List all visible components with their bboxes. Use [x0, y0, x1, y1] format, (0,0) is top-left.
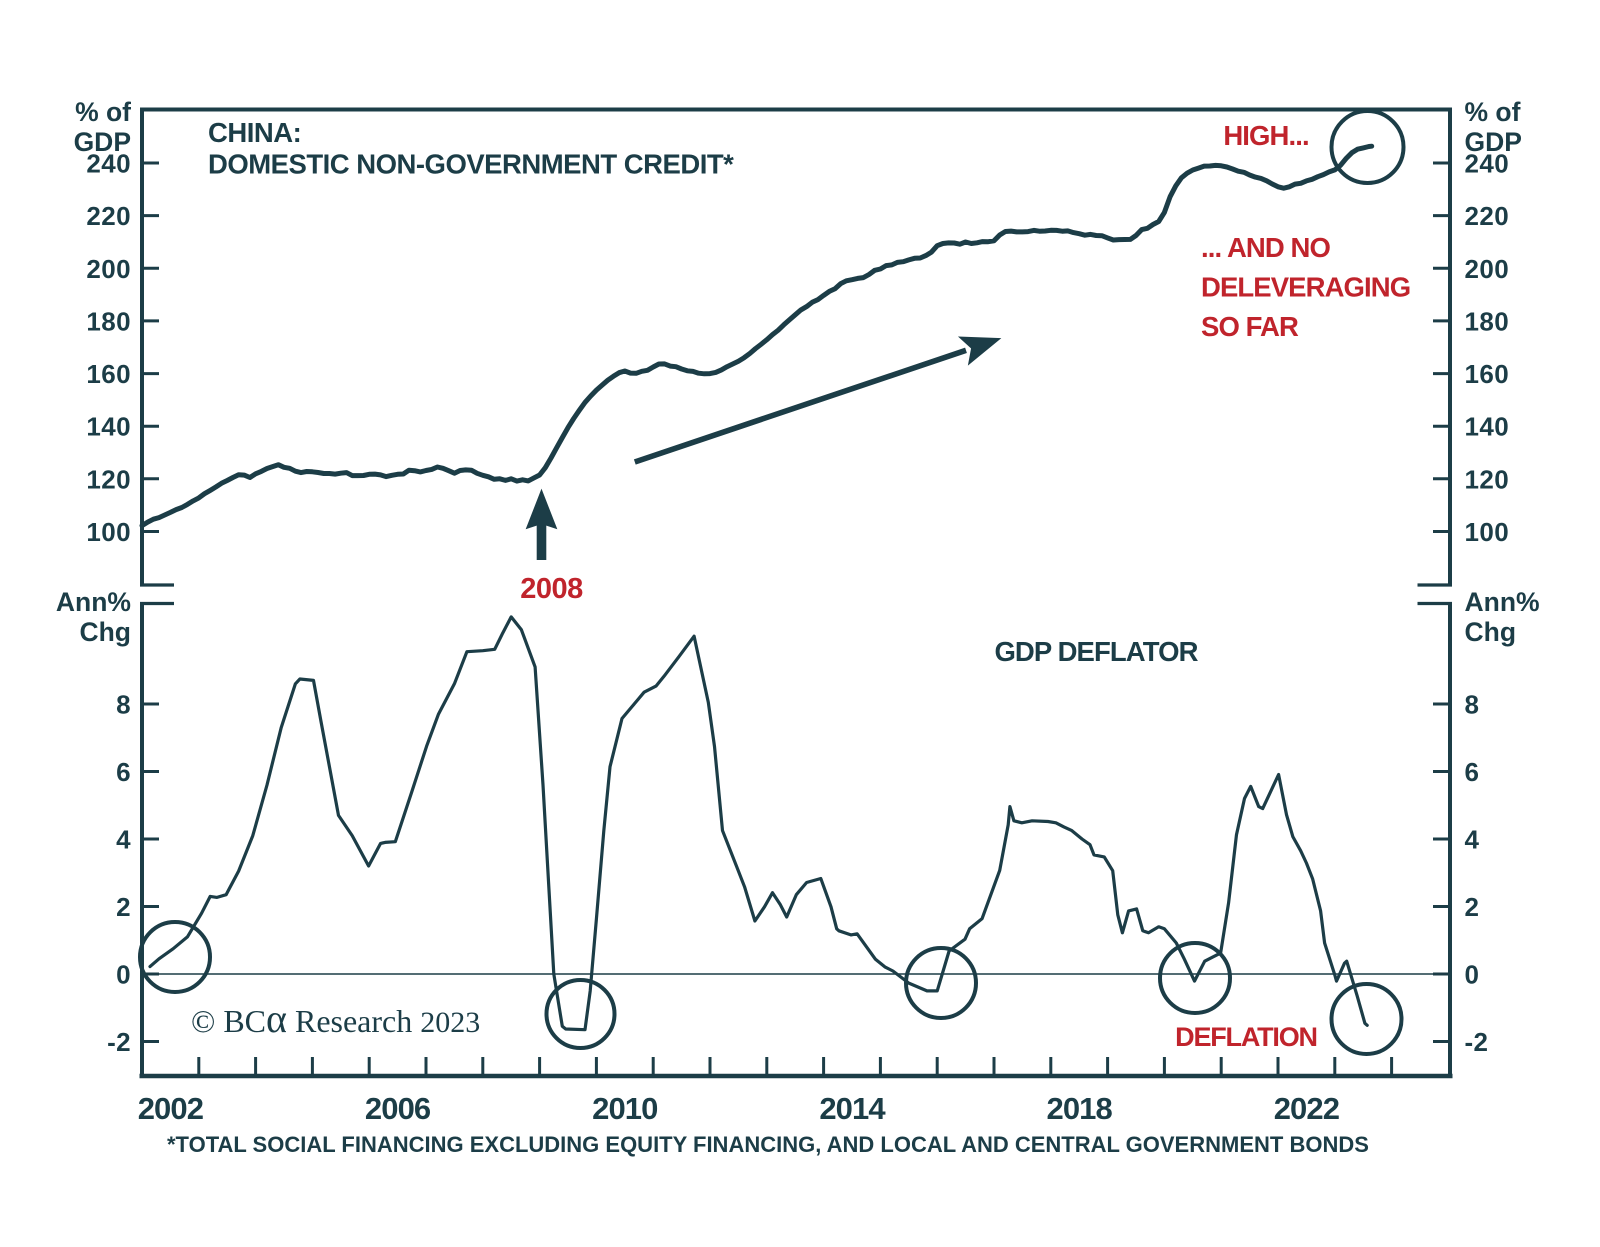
svg-text:% of: % of [1465, 97, 1521, 127]
svg-text:DELEVERAGING: DELEVERAGING [1201, 272, 1410, 303]
svg-text:180: 180 [1465, 306, 1510, 336]
svg-text:*TOTAL SOCIAL FINANCING EXCLUD: *TOTAL SOCIAL FINANCING EXCLUDING EQUITY… [167, 1132, 1369, 1157]
svg-text:8: 8 [116, 690, 131, 720]
svg-text:220: 220 [86, 201, 131, 231]
svg-text:2014: 2014 [819, 1091, 886, 1126]
svg-text:6: 6 [116, 757, 131, 787]
svg-text:GDP: GDP [1465, 127, 1522, 157]
svg-text:% of: % of [75, 97, 131, 127]
svg-text:140: 140 [1465, 412, 1510, 442]
svg-text:200: 200 [86, 254, 131, 284]
svg-text:100: 100 [1465, 517, 1510, 547]
svg-text:140: 140 [86, 412, 131, 442]
svg-text:GDP DEFLATOR: GDP DEFLATOR [994, 636, 1198, 667]
svg-text:100: 100 [86, 517, 131, 547]
svg-text:220: 220 [1465, 201, 1510, 231]
svg-text:CHINA:: CHINA: [208, 117, 301, 148]
svg-text:HIGH...: HIGH... [1223, 120, 1308, 151]
svg-text:... AND NO: ... AND NO [1201, 232, 1331, 263]
svg-text:2: 2 [116, 892, 131, 922]
svg-text:160: 160 [1465, 359, 1510, 389]
svg-text:SO FAR: SO FAR [1201, 311, 1299, 342]
svg-text:160: 160 [86, 359, 131, 389]
svg-text:GDP: GDP [74, 127, 131, 157]
svg-text:240: 240 [86, 149, 131, 179]
svg-text:2006: 2006 [365, 1091, 431, 1126]
svg-text:120: 120 [1465, 464, 1510, 494]
svg-text:180: 180 [86, 306, 131, 336]
svg-text:240: 240 [1465, 149, 1510, 179]
svg-text:2018: 2018 [1047, 1091, 1113, 1126]
svg-text:2: 2 [1465, 892, 1480, 922]
svg-text:Ann%: Ann% [56, 587, 131, 617]
svg-text:Ann%: Ann% [1465, 587, 1540, 617]
svg-text:2022: 2022 [1274, 1091, 1339, 1126]
svg-text:DOMESTIC NON-GOVERNMENT CREDIT: DOMESTIC NON-GOVERNMENT CREDIT* [208, 149, 734, 180]
svg-text:0: 0 [1465, 960, 1480, 990]
svg-text:4: 4 [116, 825, 131, 855]
svg-text:8: 8 [1465, 690, 1480, 720]
svg-text:2010: 2010 [592, 1091, 657, 1126]
svg-text:-2: -2 [107, 1027, 131, 1057]
svg-text:200: 200 [1465, 254, 1510, 284]
svg-text:2002: 2002 [138, 1091, 203, 1126]
svg-text:-2: -2 [1465, 1027, 1489, 1057]
svg-text:Chg: Chg [79, 617, 131, 647]
svg-text:2008: 2008 [520, 573, 583, 605]
svg-text:6: 6 [1465, 757, 1480, 787]
svg-text:4: 4 [1465, 825, 1480, 855]
svg-text:DEFLATION: DEFLATION [1175, 1022, 1317, 1052]
svg-text:120: 120 [86, 464, 131, 494]
svg-text:Chg: Chg [1465, 617, 1517, 647]
svg-text:0: 0 [116, 960, 131, 990]
